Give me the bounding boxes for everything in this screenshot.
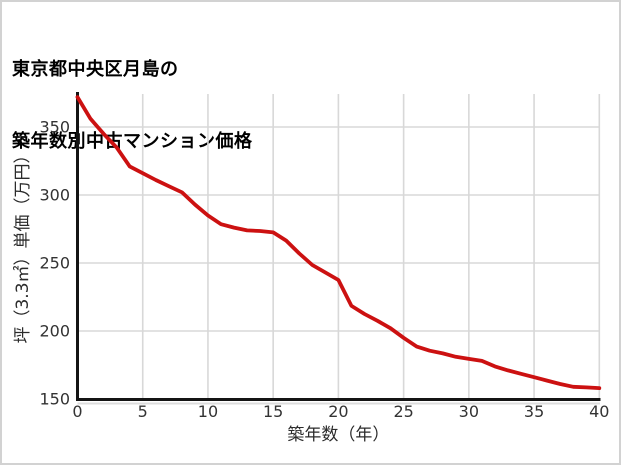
y-tick-label: 150 bbox=[39, 390, 70, 409]
x-tick-label: 20 bbox=[328, 402, 348, 421]
x-tick-label: 15 bbox=[263, 402, 283, 421]
y-axis-label: 坪（3.3㎡）単価（万円） bbox=[13, 146, 33, 343]
x-tick-label: 5 bbox=[138, 402, 148, 421]
x-axis-label: 築年数（年） bbox=[287, 425, 389, 445]
y-tick-label: 250 bbox=[39, 254, 70, 273]
chart-title-line2: 築年数別中古マンション価格 bbox=[12, 131, 253, 152]
x-tick-label: 10 bbox=[198, 402, 218, 421]
x-tick-label: 0 bbox=[72, 402, 82, 421]
x-tick-label: 40 bbox=[589, 402, 609, 421]
price-line bbox=[75, 95, 602, 391]
y-tick-label: 350 bbox=[39, 118, 70, 137]
x-tick-label: 30 bbox=[459, 402, 479, 421]
chart-title-line1: 東京都中央区月島の bbox=[12, 59, 179, 80]
x-tick-label: 25 bbox=[393, 402, 413, 421]
chart-title: 東京都中央区月島の 築年数別中古マンション価格 bbox=[12, 10, 253, 202]
y-tick-label: 300 bbox=[39, 186, 70, 205]
y-tick-label: 200 bbox=[39, 322, 70, 341]
x-tick-label: 35 bbox=[524, 402, 544, 421]
